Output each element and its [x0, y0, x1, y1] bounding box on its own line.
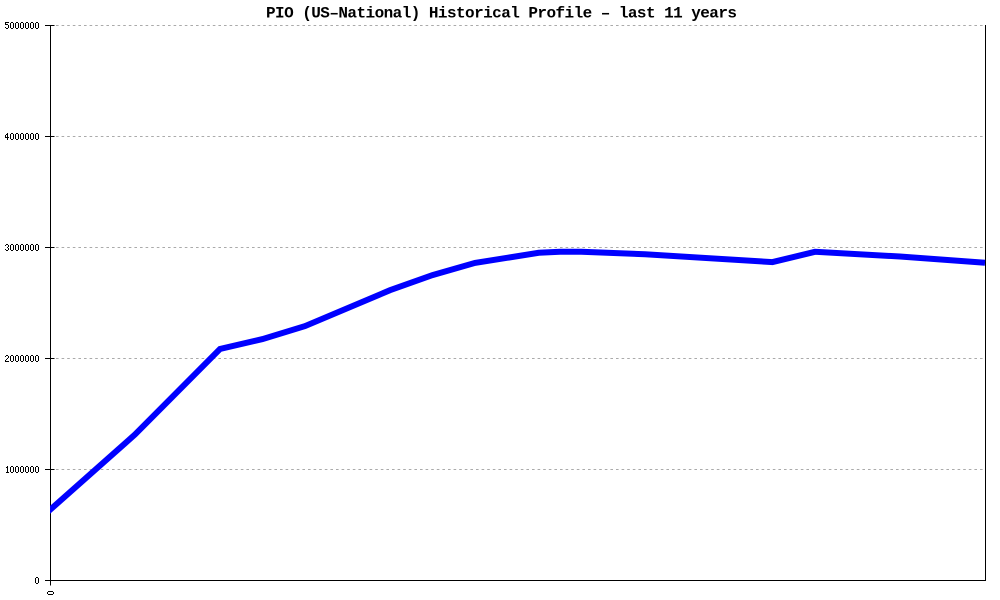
svg-text:PIO (US–National) Historical P: PIO (US–National) Historical Profile – l… — [266, 5, 737, 23]
